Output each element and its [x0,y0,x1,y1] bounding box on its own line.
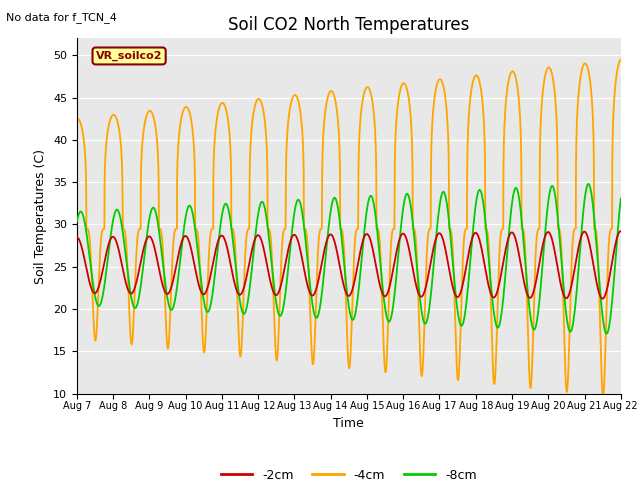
-2cm [598,296,606,301]
-4cm [305,275,313,280]
-2cm [617,228,625,234]
Y-axis label: Soil Temperatures (C): Soil Temperatures (C) [35,148,47,284]
-8cm [585,181,593,187]
Text: No data for f_TCN_4: No data for f_TCN_4 [6,12,117,23]
-8cm [73,219,81,225]
Text: VR_soilco2: VR_soilco2 [96,51,163,61]
-2cm [305,288,313,293]
Line: -4cm: -4cm [77,60,621,396]
-2cm [135,268,143,274]
-8cm [617,196,625,202]
-8cm [305,272,313,278]
-4cm [282,226,289,231]
-8cm [548,183,556,189]
-8cm [135,295,143,301]
-8cm [167,307,175,313]
-4cm [167,288,175,293]
Line: -8cm: -8cm [77,184,621,334]
-4cm [607,228,614,233]
-4cm [617,57,625,62]
X-axis label: Time: Time [333,417,364,430]
-2cm [73,234,81,240]
Line: -2cm: -2cm [77,231,621,299]
-8cm [282,291,289,297]
-2cm [617,228,625,234]
-8cm [607,314,614,320]
-8cm [603,331,611,336]
-2cm [548,235,556,240]
-4cm [548,69,556,75]
Legend: -2cm, -4cm, -8cm: -2cm, -4cm, -8cm [216,464,482,480]
-4cm [599,393,607,399]
Title: Soil CO2 North Temperatures: Soil CO2 North Temperatures [228,16,470,34]
-2cm [282,261,289,267]
-2cm [167,285,175,291]
-4cm [73,116,81,122]
-4cm [135,227,143,233]
-2cm [607,270,614,276]
